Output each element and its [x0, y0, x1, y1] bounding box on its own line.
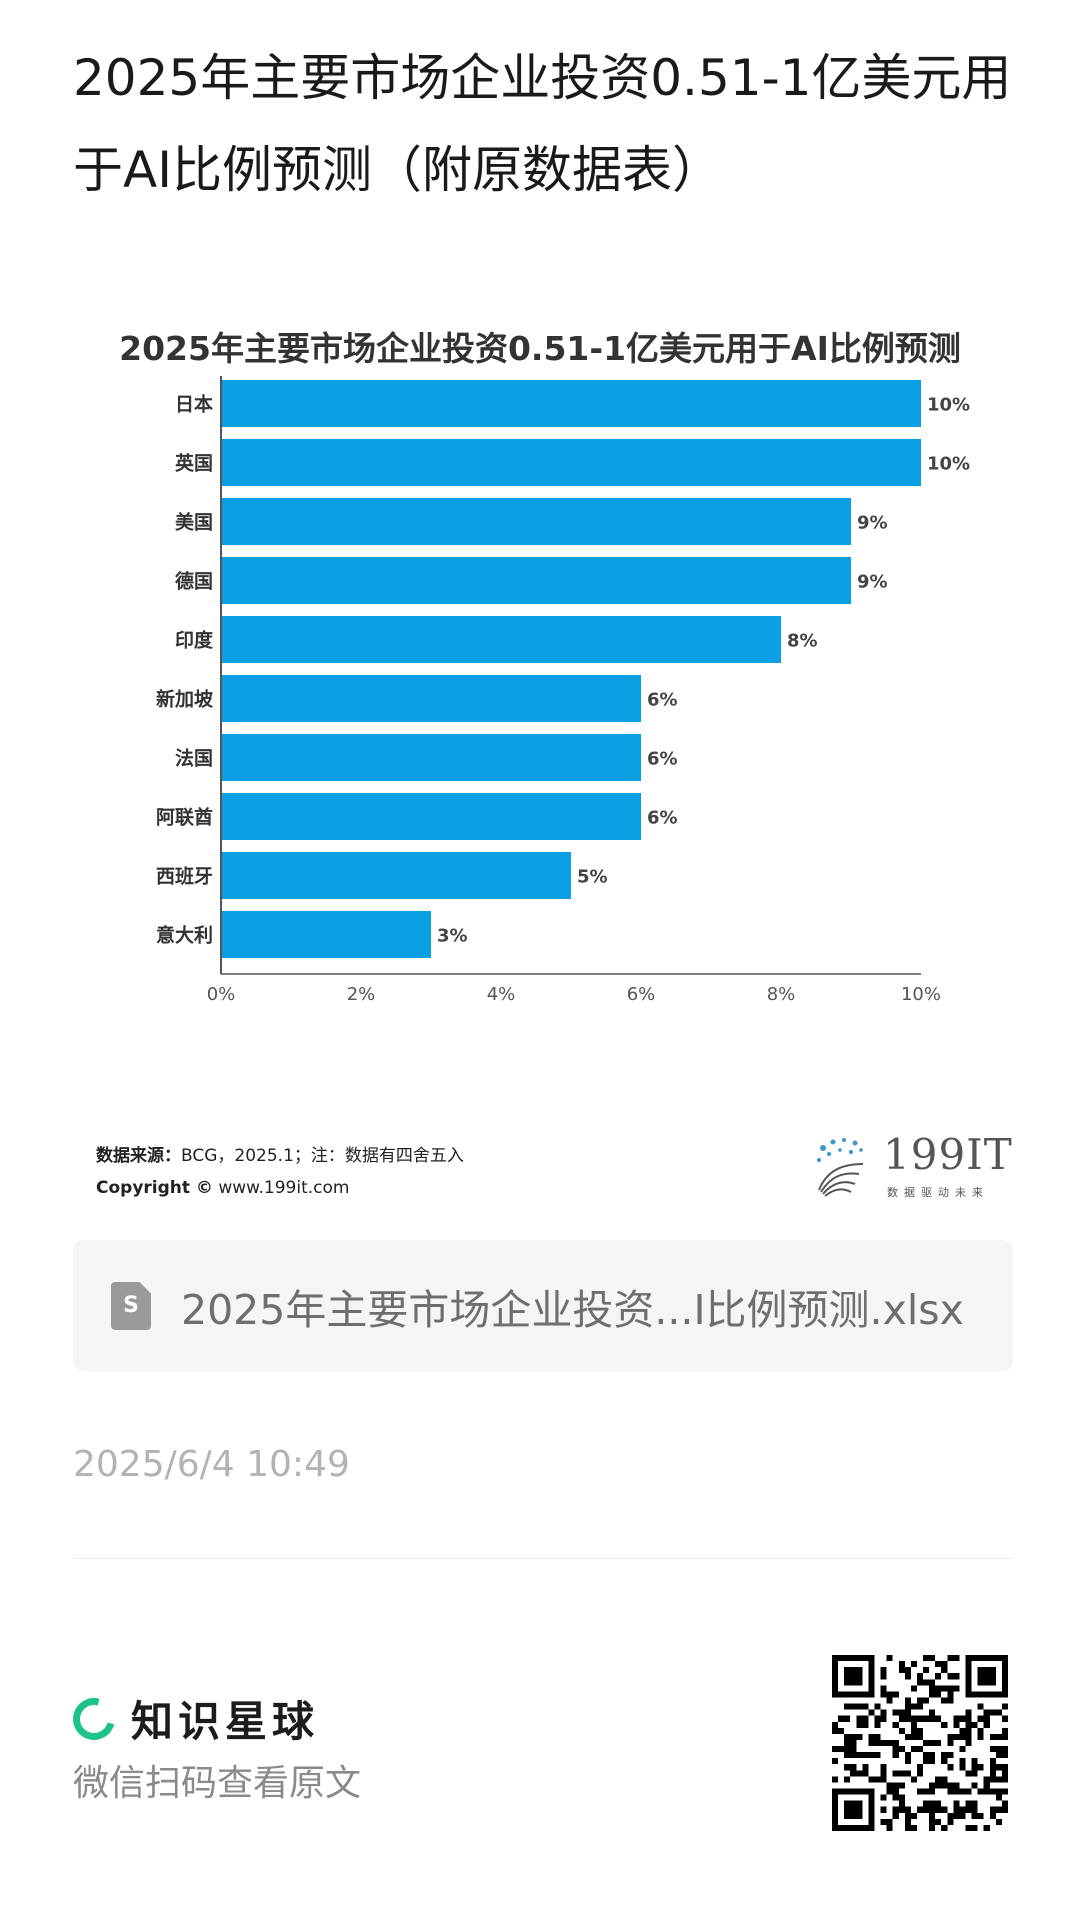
category-label: 新加坡: [156, 688, 214, 711]
attachment-file[interactable]: S 2025年主要市场企业投资...I比例预测.xlsx: [73, 1240, 1013, 1371]
x-tick-label: 2%: [347, 984, 376, 1005]
category-label: 阿联酋: [156, 806, 213, 829]
bar: [221, 557, 851, 604]
source-text: BCG，2025.1；注：数据有四舍五入: [181, 1146, 464, 1166]
category-label: 意大利: [156, 924, 213, 947]
value-label: 6%: [647, 690, 678, 711]
value-label: 6%: [647, 808, 678, 829]
qr-code-icon[interactable]: [832, 1655, 1008, 1831]
value-label: 8%: [787, 631, 818, 652]
value-label: 3%: [437, 926, 468, 947]
value-label: 9%: [857, 513, 888, 534]
copyright-text: www.199it.com: [218, 1178, 350, 1198]
x-tick-label: 4%: [487, 984, 516, 1005]
brand-slogan: 数据驱动未来: [887, 1186, 989, 1199]
app-name: 知识星球: [131, 1697, 320, 1746]
value-label: 9%: [857, 572, 888, 593]
category-label: 美国: [175, 511, 213, 534]
dandelion-logo-icon: [817, 1138, 864, 1197]
scan-caption: 微信扫码查看原文: [73, 1763, 362, 1804]
x-tick-label: 10%: [901, 984, 941, 1005]
category-label: 西班牙: [156, 865, 213, 888]
x-tick-label: 8%: [767, 984, 796, 1005]
post-timestamp: 2025/6/4 10:49: [73, 1444, 350, 1485]
spreadsheet-file-icon: S: [111, 1281, 151, 1330]
divider: [73, 1558, 1013, 1559]
bar: [221, 675, 641, 722]
category-label: 德国: [175, 570, 213, 593]
value-label: 10%: [927, 395, 970, 416]
category-label: 日本: [175, 393, 213, 416]
category-label: 印度: [175, 629, 214, 652]
x-tick-label: 6%: [627, 984, 656, 1005]
value-label: 5%: [577, 867, 608, 888]
knowledge-planet-logo: 知识星球: [65, 1688, 320, 1749]
brand-logo: 199IT 数据驱动未来: [813, 1130, 1012, 1210]
chart-image: 2025年主要市场企业投资0.51-1亿美元用于AI比例预测 日本 10% 英国 10…: [73, 300, 1012, 1220]
value-label: 10%: [927, 454, 970, 475]
value-label: 6%: [647, 749, 678, 770]
bar: [221, 793, 641, 840]
post-title: 2025年主要市场企业投资0.51-1亿美元用于AI比例预测（附原数据表）: [73, 49, 1012, 199]
knowledge-planet-logo-icon: [65, 1689, 123, 1748]
bar: [221, 439, 921, 486]
file-icon-letter: S: [123, 1292, 139, 1318]
bar: [221, 911, 431, 958]
category-label: 法国: [175, 747, 213, 770]
attachment-file-name: 2025年主要市场企业投资...I比例预测.xlsx: [181, 1285, 964, 1334]
copyright-label: Copyright ©: [96, 1178, 213, 1198]
bar: [221, 498, 851, 545]
bar: [221, 616, 781, 663]
source-block: 数据来源：BCG，2025.1；注：数据有四舍五入 Copyright © ww…: [96, 1140, 464, 1204]
bar-chart: 日本 10% 英国 10% 美国 9% 德国 9% 印度 8% 新加坡 6% 法国 6% 阿联酋 6% 西班牙 5…: [156, 376, 970, 1005]
chart-title: 2025年主要市场企业投资0.51-1亿美元用于AI比例预测: [119, 329, 961, 368]
source-label: 数据来源：: [96, 1146, 181, 1166]
brand-name: 199IT: [883, 1130, 1013, 1179]
x-tick-label: 0%: [207, 984, 236, 1005]
bar: [221, 852, 571, 899]
bar: [221, 734, 641, 781]
category-label: 英国: [175, 452, 213, 475]
bar: [221, 380, 921, 427]
